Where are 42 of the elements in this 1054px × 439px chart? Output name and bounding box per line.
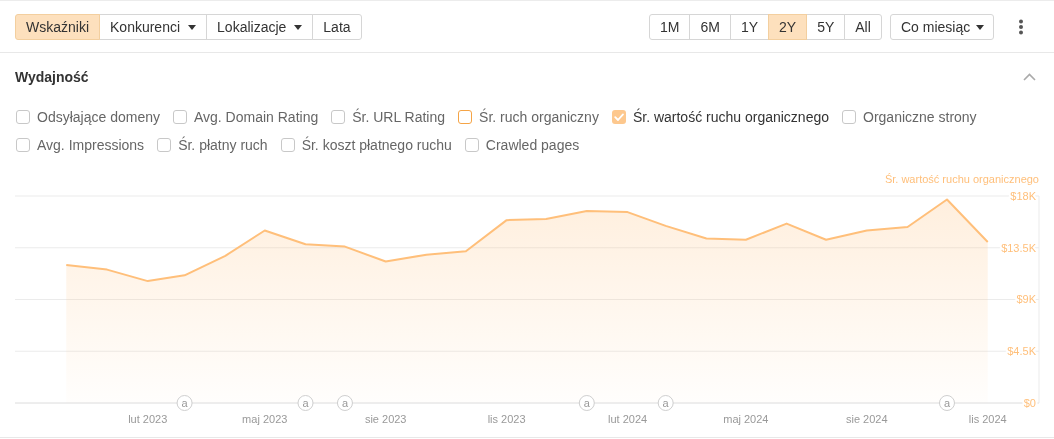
range-button: 1M (649, 14, 691, 40)
y-tick-label: $13.5K (1001, 241, 1037, 254)
text: Śr. ruch organiczny (479, 109, 599, 125)
text: Odsyłające domeny (37, 109, 160, 125)
text: Crawled pages (485, 137, 580, 153)
x-tick-label: lis 2024 (968, 412, 1007, 425)
range-button: 1Y (729, 14, 770, 40)
text: Avg. Impressions (37, 137, 145, 153)
tab-button: Wskaźniki (15, 14, 100, 40)
range-button: All (844, 14, 882, 40)
tab-button: Konkurenci (99, 14, 208, 40)
range-button: 2Y (768, 14, 808, 40)
y-tick-label: $9K (1016, 293, 1037, 306)
text: Śr. URL Rating (352, 109, 446, 125)
annotation: a (181, 396, 189, 409)
y-tick-label: $18K (1010, 189, 1037, 202)
chart-title: Wydajność (15, 68, 89, 86)
range-button: 6M (689, 14, 731, 40)
text: Organiczne strony (863, 109, 977, 125)
y-tick-label: $0 (1023, 396, 1036, 409)
text: Avg. Domain Rating (193, 109, 319, 125)
annotation: a (302, 396, 310, 409)
text: Śr. wartość ruchu organicznego (632, 109, 830, 125)
text: Śr. wartość ruchu organicznego (884, 172, 1039, 186)
annotation: a (341, 396, 349, 409)
x-tick-label: maj 2023 (242, 412, 288, 425)
annotation: a (943, 396, 951, 409)
tab-button: Lata (312, 14, 362, 40)
tab-button: Lokalizacje (206, 14, 314, 40)
annotation: a (662, 396, 670, 409)
range-button: 5Y (806, 14, 846, 40)
annotation: a (583, 396, 591, 409)
x-tick-label: sie 2024 (846, 412, 888, 425)
text: Śr. koszt płatnego ruchu (301, 137, 452, 153)
text: Śr. płatny ruch (178, 137, 268, 153)
x-tick-label: lut 2024 (607, 412, 648, 425)
x-tick-label: lis 2023 (487, 412, 526, 425)
x-tick-label: maj 2024 (723, 412, 769, 425)
dropdown-button: Co miesiąc (890, 14, 995, 40)
x-tick-label: sie 2023 (364, 412, 407, 425)
x-tick-label: lut 2023 (128, 412, 168, 425)
y-tick-label: $4.5K (1007, 345, 1037, 358)
